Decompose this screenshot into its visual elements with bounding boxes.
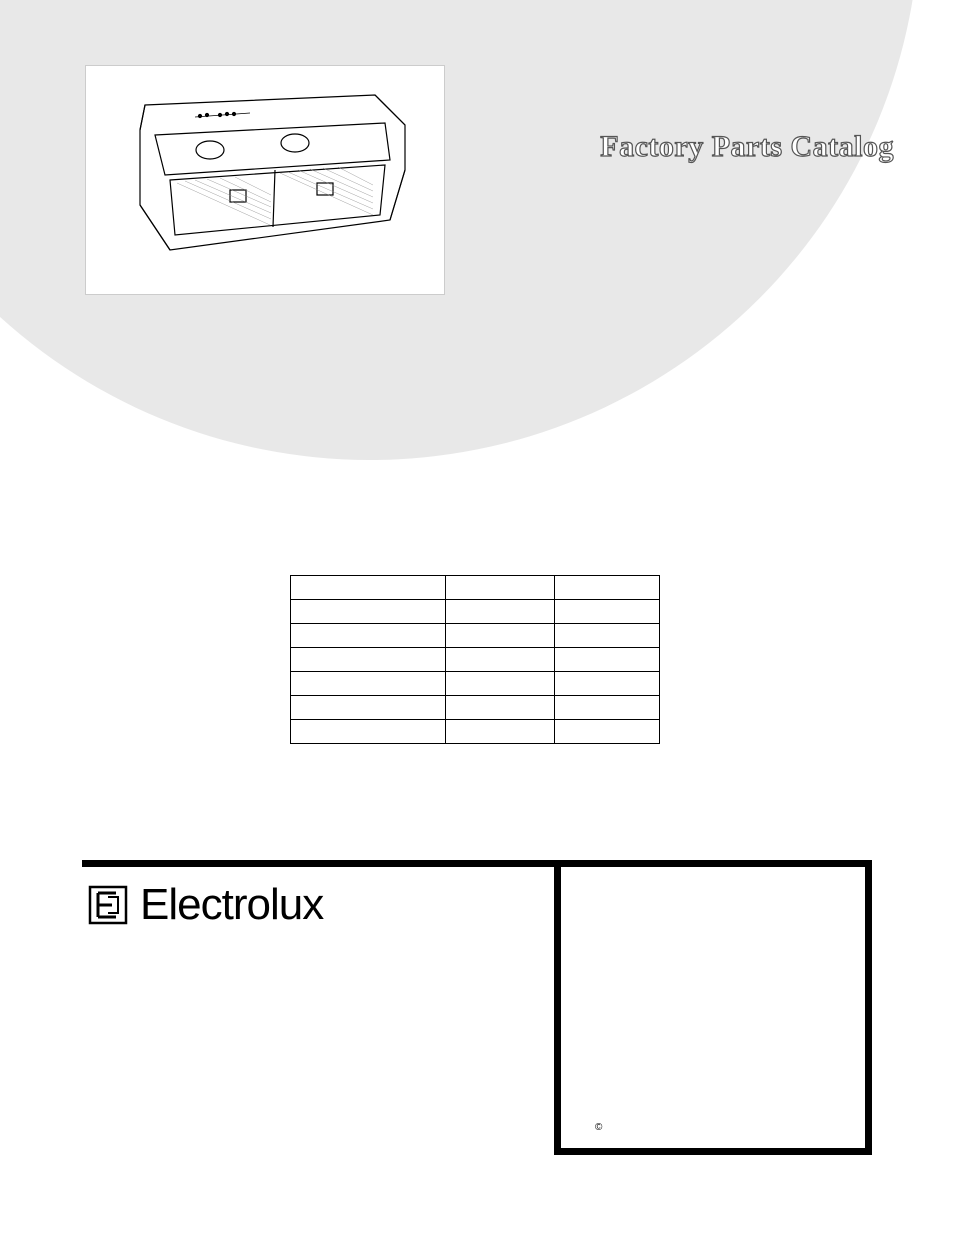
table-cell bbox=[445, 600, 555, 624]
range-hood-diagram bbox=[95, 75, 435, 285]
table-cell bbox=[291, 600, 446, 624]
table-cell bbox=[555, 576, 660, 600]
table-row bbox=[291, 624, 660, 648]
copyright-symbol: © bbox=[595, 1122, 602, 1133]
table-cell bbox=[445, 720, 555, 744]
table-cell bbox=[445, 696, 555, 720]
table-cell bbox=[445, 624, 555, 648]
brand-name: Electrolux bbox=[140, 880, 323, 930]
electrolux-logo-icon bbox=[88, 885, 128, 925]
table-cell bbox=[555, 648, 660, 672]
table-cell bbox=[445, 648, 555, 672]
table-cell bbox=[291, 696, 446, 720]
table-cell bbox=[291, 576, 446, 600]
table-row bbox=[291, 720, 660, 744]
table-cell bbox=[291, 648, 446, 672]
brand-logo: Electrolux bbox=[88, 880, 323, 930]
table-cell bbox=[445, 576, 555, 600]
table-cell bbox=[555, 696, 660, 720]
table-cell bbox=[555, 624, 660, 648]
frame-line-right bbox=[865, 860, 872, 1155]
table-cell bbox=[291, 672, 446, 696]
catalog-title: Factory Parts Catalog bbox=[600, 130, 894, 164]
models-table bbox=[290, 575, 660, 744]
table-row bbox=[291, 648, 660, 672]
frame-line-top bbox=[82, 860, 872, 867]
table-cell bbox=[555, 672, 660, 696]
table-cell bbox=[291, 720, 446, 744]
table-row bbox=[291, 576, 660, 600]
table-row bbox=[291, 600, 660, 624]
frame-line-inner-left bbox=[554, 860, 561, 1155]
table-cell bbox=[555, 720, 660, 744]
table-cell bbox=[291, 624, 446, 648]
frame-line-bottom bbox=[554, 1148, 872, 1155]
table-row bbox=[291, 672, 660, 696]
table-cell bbox=[445, 672, 555, 696]
product-diagram-container bbox=[85, 65, 445, 295]
table-row bbox=[291, 696, 660, 720]
table-cell bbox=[555, 600, 660, 624]
